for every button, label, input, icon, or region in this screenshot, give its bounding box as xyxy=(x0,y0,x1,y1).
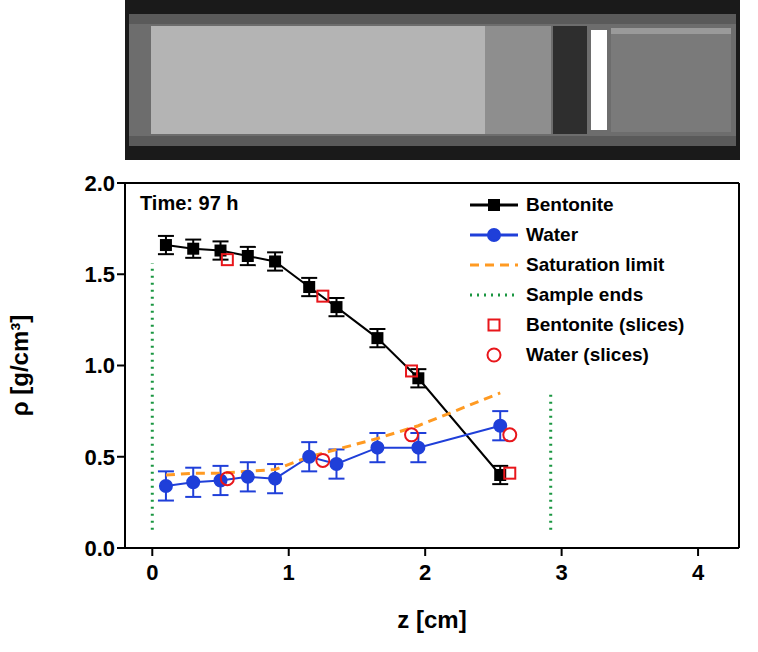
svg-text:1.0: 1.0 xyxy=(84,353,115,378)
html-text:Water: Water xyxy=(526,224,579,245)
svg-text:0: 0 xyxy=(146,560,158,585)
svg-text:1.5: 1.5 xyxy=(84,262,115,287)
svg-text:0.0: 0.0 xyxy=(84,536,115,561)
svg-text:0.5: 0.5 xyxy=(84,445,115,470)
html-text:Saturation limit: Saturation limit xyxy=(526,254,665,275)
svg-text:z [cm]: z [cm] xyxy=(397,606,466,633)
html-text:Time: 97 h: Time: 97 h xyxy=(140,192,239,214)
svg-text:1: 1 xyxy=(283,560,295,585)
svg-text:2: 2 xyxy=(419,560,431,585)
html-text:Bentonite (slices): Bentonite (slices) xyxy=(526,314,685,335)
svg-text:3: 3 xyxy=(555,560,567,585)
svg-text:4: 4 xyxy=(692,560,705,585)
svg-text:ρ [g/cm³]: ρ [g/cm³] xyxy=(6,315,33,417)
html-text:Water (slices): Water (slices) xyxy=(526,344,649,365)
html-text:Bentonite: Bentonite xyxy=(526,194,614,215)
html-text:Sample ends: Sample ends xyxy=(526,284,644,305)
svg-text:2.0: 2.0 xyxy=(84,171,115,196)
